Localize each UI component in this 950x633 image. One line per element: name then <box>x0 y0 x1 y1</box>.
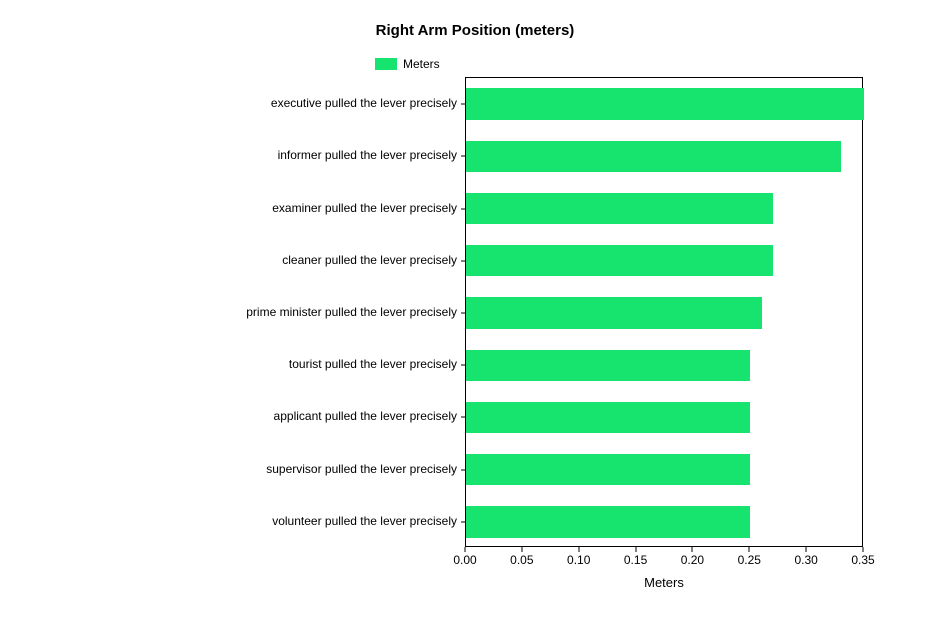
y-tick <box>461 104 466 105</box>
x-tick-label: 0.35 <box>851 553 874 567</box>
x-axis: 0.000.050.100.150.200.250.300.35 <box>465 547 863 577</box>
x-tick <box>692 547 693 552</box>
x-tick <box>806 547 807 552</box>
x-tick-label: 0.10 <box>567 553 590 567</box>
x-tick <box>749 547 750 552</box>
y-axis-category-label: applicant pulled the lever precisely <box>274 409 457 423</box>
y-axis-category-label: cleaner pulled the lever precisely <box>282 253 457 267</box>
x-tick-label: 0.20 <box>681 553 704 567</box>
y-axis-labels: executive pulled the lever precisely info… <box>0 77 465 547</box>
y-axis-category-label: tourist pulled the lever precisely <box>289 357 457 371</box>
x-tick-label: 0.00 <box>453 553 476 567</box>
x-tick <box>863 547 864 552</box>
y-tick <box>461 469 466 470</box>
x-tick <box>635 547 636 552</box>
y-axis-category-label: informer pulled the lever precisely <box>278 148 457 162</box>
bar <box>466 350 750 381</box>
y-axis-category-label: volunteer pulled the lever precisely <box>272 514 457 528</box>
legend: Meters <box>375 57 440 71</box>
y-axis-category-label: prime minister pulled the lever precisel… <box>246 305 457 319</box>
y-tick <box>461 208 466 209</box>
y-tick <box>461 156 466 157</box>
y-tick <box>461 260 466 261</box>
x-tick <box>578 547 579 552</box>
x-tick <box>521 547 522 552</box>
bar <box>466 402 750 433</box>
legend-swatch <box>375 58 397 70</box>
y-tick <box>461 521 466 522</box>
y-tick <box>461 313 466 314</box>
x-tick-label: 0.25 <box>738 553 761 567</box>
y-tick <box>461 417 466 418</box>
plot-area <box>465 77 863 547</box>
x-tick-label: 0.05 <box>510 553 533 567</box>
chart-title: Right Arm Position (meters) <box>0 22 950 39</box>
x-tick-label: 0.15 <box>624 553 647 567</box>
x-tick-label: 0.30 <box>794 553 817 567</box>
bar <box>466 88 864 119</box>
x-axis-label: Meters <box>465 575 863 590</box>
bar <box>466 454 750 485</box>
bar <box>466 193 773 224</box>
y-axis-category-label: examiner pulled the lever precisely <box>272 201 457 215</box>
bar <box>466 506 750 537</box>
bar <box>466 245 773 276</box>
chart-stage: Right Arm Position (meters) Meters execu… <box>0 0 950 633</box>
bar <box>466 297 762 328</box>
legend-label: Meters <box>403 57 440 71</box>
bar <box>466 141 841 172</box>
y-tick <box>461 365 466 366</box>
y-axis-category-label: supervisor pulled the lever precisely <box>266 462 457 476</box>
x-tick <box>465 547 466 552</box>
y-axis-category-label: executive pulled the lever precisely <box>271 96 457 110</box>
